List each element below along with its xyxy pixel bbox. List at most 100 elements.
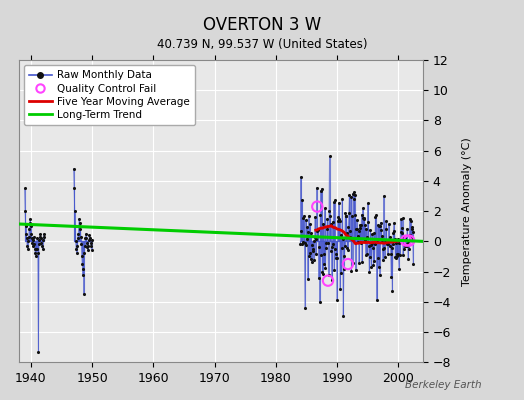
Point xyxy=(378,239,386,245)
Point xyxy=(324,272,333,278)
Point xyxy=(321,265,330,271)
Point xyxy=(396,228,405,235)
Point xyxy=(351,212,359,219)
Point xyxy=(322,240,331,246)
Point xyxy=(371,241,379,247)
Point xyxy=(324,278,332,284)
Point xyxy=(76,226,84,232)
Point xyxy=(388,245,396,252)
Point xyxy=(330,199,338,206)
Point xyxy=(30,234,38,240)
Point xyxy=(304,276,312,282)
Point xyxy=(398,230,406,236)
Point xyxy=(372,212,380,219)
Point xyxy=(71,238,80,244)
Point xyxy=(356,224,364,231)
Point xyxy=(406,216,414,222)
Point xyxy=(329,240,337,247)
Point xyxy=(85,232,94,238)
Point xyxy=(373,222,381,228)
Point xyxy=(28,235,36,242)
Point xyxy=(351,192,359,198)
Point xyxy=(298,196,306,203)
Point xyxy=(84,247,92,254)
Point xyxy=(31,253,40,260)
Point xyxy=(345,192,354,198)
Point xyxy=(72,246,80,252)
Point xyxy=(402,241,410,247)
Point xyxy=(390,228,399,234)
Point xyxy=(83,244,92,251)
Point xyxy=(358,259,366,265)
Point xyxy=(304,213,313,219)
Point xyxy=(373,297,381,303)
Point xyxy=(355,259,363,266)
Point xyxy=(364,200,372,206)
Point xyxy=(78,261,86,267)
Point xyxy=(30,241,39,248)
Point xyxy=(309,246,317,252)
Point xyxy=(326,220,335,227)
Point xyxy=(395,240,403,246)
Point xyxy=(23,243,31,249)
Point xyxy=(299,214,308,221)
Point xyxy=(29,237,38,243)
Point xyxy=(339,236,347,242)
Point xyxy=(405,238,413,244)
Point xyxy=(85,237,93,243)
Point xyxy=(382,218,390,224)
Point xyxy=(393,252,401,259)
Point xyxy=(373,239,381,246)
Point xyxy=(346,228,355,234)
Point xyxy=(405,238,413,245)
Point xyxy=(405,246,413,252)
Point xyxy=(33,246,41,252)
Point xyxy=(344,224,353,230)
Point xyxy=(349,190,357,197)
Point xyxy=(364,219,373,226)
Point xyxy=(320,260,328,267)
Legend: Raw Monthly Data, Quality Control Fail, Five Year Moving Average, Long-Term Tren: Raw Monthly Data, Quality Control Fail, … xyxy=(24,65,195,125)
Point xyxy=(32,235,41,242)
Point xyxy=(400,234,408,240)
Point xyxy=(321,205,329,212)
Point xyxy=(309,248,318,255)
Point xyxy=(362,252,370,258)
Point xyxy=(308,242,316,248)
Point xyxy=(77,234,85,240)
Point xyxy=(353,239,362,246)
Point xyxy=(21,223,30,230)
Point xyxy=(302,217,310,224)
Point xyxy=(390,220,398,226)
Point xyxy=(311,214,320,220)
Point xyxy=(88,237,96,243)
Point xyxy=(307,230,315,236)
Point xyxy=(331,197,339,204)
Point xyxy=(341,210,350,216)
Point xyxy=(394,236,402,242)
Point xyxy=(395,266,403,272)
Point xyxy=(322,245,330,251)
Point xyxy=(333,254,341,261)
Point xyxy=(345,210,353,216)
Point xyxy=(357,222,365,228)
Point xyxy=(381,226,390,232)
Text: Berkeley Earth: Berkeley Earth xyxy=(406,380,482,390)
Point xyxy=(367,242,375,248)
Point xyxy=(334,200,343,206)
Point xyxy=(399,252,407,258)
Point xyxy=(334,214,342,220)
Point xyxy=(408,226,417,232)
Point xyxy=(302,236,311,242)
Text: 40.739 N, 99.537 W (United States): 40.739 N, 99.537 W (United States) xyxy=(157,38,367,51)
Point xyxy=(387,274,396,280)
Point xyxy=(391,236,399,242)
Point xyxy=(384,241,392,248)
Point xyxy=(402,243,411,250)
Point xyxy=(385,238,394,244)
Point xyxy=(75,216,83,222)
Point xyxy=(81,235,90,242)
Point xyxy=(297,174,305,180)
Point xyxy=(344,247,352,254)
Point xyxy=(374,255,382,261)
